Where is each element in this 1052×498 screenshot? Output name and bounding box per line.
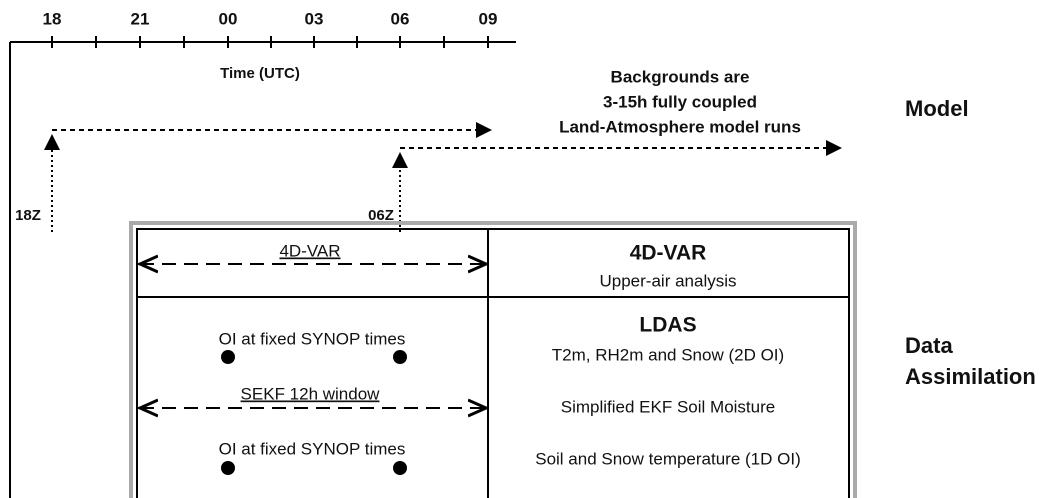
- run-label: 06Z: [368, 207, 394, 224]
- da-label: Data: [905, 333, 953, 358]
- time-tick: 06: [391, 9, 410, 28]
- synop-dot: [221, 461, 235, 475]
- box-text: Upper-air analysis: [600, 271, 737, 290]
- time-tick: 18: [43, 9, 62, 28]
- oi-label: OI at fixed SYNOP times: [219, 329, 406, 348]
- time-tick: 09: [479, 9, 498, 28]
- box-text: Soil and Snow temperature (1D OI): [535, 449, 801, 468]
- window-label: SEKF 12h window: [241, 384, 381, 403]
- model-note: Land-Atmosphere model runs: [559, 117, 801, 136]
- window-label: 4D-VAR: [279, 241, 340, 260]
- model-arrows: [44, 122, 842, 232]
- inner-frame: [136, 228, 850, 498]
- time-tick: 03: [305, 9, 324, 28]
- synop-dot: [393, 350, 407, 364]
- model-note: Backgrounds are: [611, 67, 750, 86]
- model-label: Model: [905, 96, 969, 121]
- box-title: LDAS: [639, 314, 696, 337]
- time-axis-label: Time (UTC): [220, 65, 300, 82]
- synop-dot: [221, 350, 235, 364]
- da-label: Assimilation: [905, 364, 1036, 389]
- box-text: T2m, RH2m and Snow (2D OI): [552, 345, 784, 364]
- box-text: Simplified EKF Soil Moisture: [561, 397, 775, 416]
- outer-frame: [129, 221, 857, 498]
- box-title: 4D-VAR: [630, 242, 707, 265]
- timeline: [9, 36, 516, 498]
- model-note: 3-15h fully coupled: [603, 92, 757, 111]
- time-tick: 00: [219, 9, 238, 28]
- run-label: 18Z: [15, 207, 41, 224]
- oi-label: OI at fixed SYNOP times: [219, 439, 406, 458]
- synop-dot: [393, 461, 407, 475]
- time-tick: 21: [131, 9, 150, 28]
